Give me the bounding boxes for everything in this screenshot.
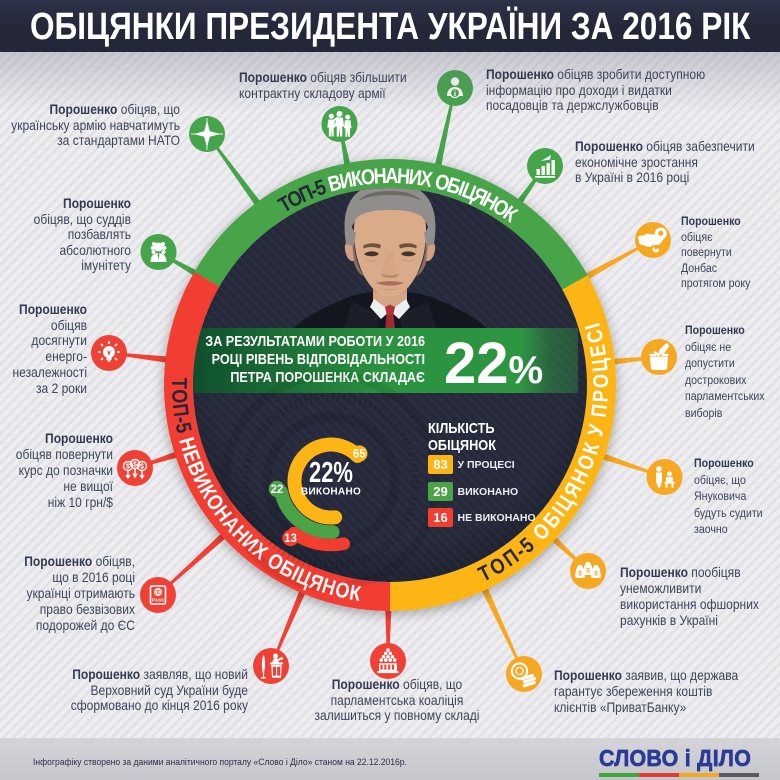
svg-text:Н: Н: [174, 435, 201, 454]
svg-text:Н: Н: [396, 165, 411, 190]
svg-text:PASS: PASS: [152, 598, 164, 603]
svg-text:Р: Р: [589, 390, 613, 403]
svg-text:К: К: [348, 581, 364, 606]
svg-text:О: О: [360, 165, 376, 190]
svg-text:5: 5: [170, 421, 195, 436]
svg-text:$: $: [126, 464, 130, 471]
svg-text:Т: Т: [167, 378, 191, 389]
svg-text:В: В: [326, 171, 345, 197]
svg-text:i: i: [454, 89, 457, 98]
svg-text:65: 65: [353, 449, 366, 461]
svg-text:О: О: [589, 374, 613, 388]
svg-text:Н: Н: [373, 165, 387, 189]
svg-text:О: О: [432, 170, 452, 197]
svg-text:ПЕТРА ПОРОШЕНКА СКЛАДАЄ: ПЕТРА ПОРОШЕНКА СКЛАДАЄ: [230, 368, 425, 385]
svg-text:И: И: [337, 168, 355, 194]
svg-text:$: $: [586, 568, 590, 575]
svg-text:-: -: [169, 415, 193, 425]
svg-text:22%: 22%: [309, 457, 353, 488]
svg-text:К: К: [350, 166, 365, 191]
svg-text:Ц: Ц: [588, 357, 613, 373]
svg-text:О: О: [333, 578, 352, 604]
svg-text:$: $: [140, 464, 144, 471]
svg-text:$: $: [133, 462, 137, 469]
svg-text:Е: Е: [586, 343, 611, 359]
svg-text:А: А: [385, 165, 398, 189]
svg-text:С: С: [583, 327, 609, 345]
svg-text:ЗА РЕЗУЛЬТАТАМИ РОБОТИ У 2016: ЗА РЕЗУЛЬТАТАМИ РОБОТИ У 2016: [205, 332, 425, 349]
svg-text:$: $: [594, 571, 598, 578]
svg-text:О: О: [167, 389, 192, 404]
svg-text:$: $: [578, 571, 582, 578]
svg-text:П: П: [587, 403, 612, 419]
svg-text:ВИКОНАНО: ВИКОНАНО: [301, 487, 361, 498]
svg-text:РОЦІ РІВЕНЬ ВІДПОВІДАЛЬНОСТІ: РОЦІ РІВЕНЬ ВІДПОВІДАЛЬНОСТІ: [212, 350, 425, 367]
svg-text:22: 22: [271, 484, 284, 496]
svg-text:13: 13: [284, 533, 297, 545]
svg-text:П: П: [167, 402, 192, 418]
svg-text:І: І: [581, 320, 605, 331]
svg-text:И: И: [407, 165, 423, 190]
svg-text:Х: Х: [418, 167, 435, 193]
